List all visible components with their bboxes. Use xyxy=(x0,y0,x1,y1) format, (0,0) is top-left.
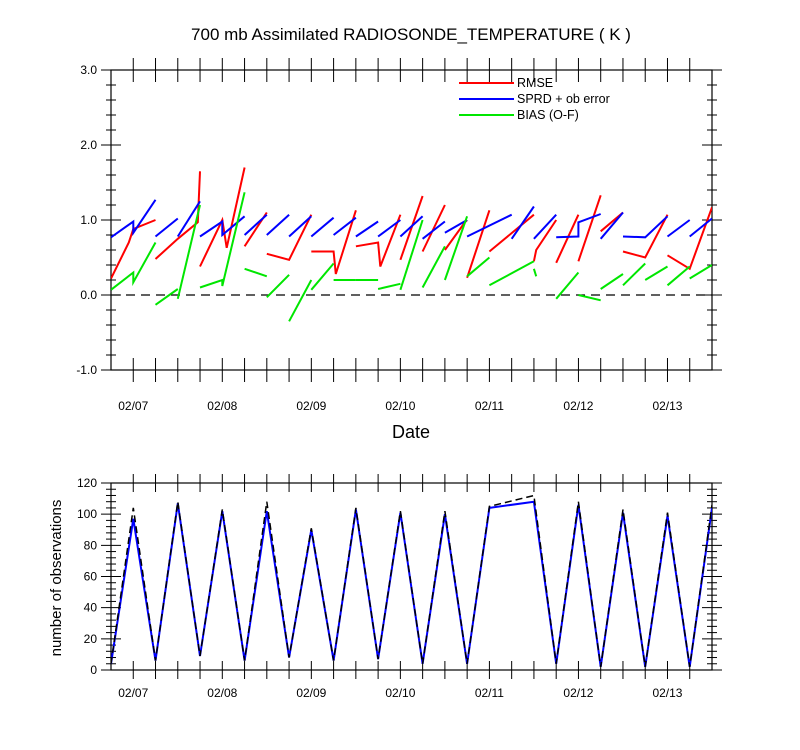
series-line-rmse xyxy=(399,195,424,261)
series-line-bias-o-f xyxy=(644,265,669,281)
series-line-sprd-ob-error xyxy=(666,219,691,238)
y-tick-label: 60 xyxy=(84,570,98,584)
series-line-rmse xyxy=(622,214,669,259)
x-tick-label: 02/09 xyxy=(296,399,326,413)
series-line-sprd-ob-error xyxy=(556,213,602,239)
plot-frame xyxy=(110,482,713,671)
x-tick-label: 02/10 xyxy=(385,686,415,700)
legend-label: RMSE xyxy=(517,76,553,90)
series-line-rmse xyxy=(111,219,156,279)
series-line-sprd-ob-error xyxy=(310,216,335,238)
series-line-sprd-ob-error xyxy=(466,213,513,238)
y-axis-label: number of observations xyxy=(48,500,65,657)
series-line-sprd-ob-error xyxy=(622,215,669,239)
y-tick-label: -1.0 xyxy=(76,363,97,377)
series-line-rmse xyxy=(488,213,535,253)
series-line-rmse xyxy=(466,209,491,279)
x-tick-label: 02/12 xyxy=(563,399,593,413)
y-tick-label: 20 xyxy=(84,632,98,646)
y-tick-label: 1.0 xyxy=(80,213,97,227)
x-tick-label: 02/12 xyxy=(563,686,593,700)
series-line-bias-o-f xyxy=(421,245,446,288)
series-line-rmse xyxy=(666,206,712,271)
series-line-rmse xyxy=(311,209,357,275)
series-line-sprd-ob-error xyxy=(176,200,201,238)
legend: RMSE SPRD + ob error BIAS (O-F) xyxy=(459,76,610,122)
series-line-sprd-ob-error xyxy=(266,213,290,236)
series-line-sprd-ob-error xyxy=(332,216,357,236)
y-tick-label: 100 xyxy=(77,507,97,521)
series-line-sprd-ob-error xyxy=(377,219,401,238)
series-line-bias-o-f xyxy=(532,268,538,277)
series-line-bias-o-f xyxy=(399,219,424,291)
series-line-sprd-ob-error xyxy=(599,211,624,240)
series-line-bias-o-f xyxy=(154,288,179,306)
legend-label: SPRD + ob error xyxy=(517,92,610,106)
series-line-bias-o-f xyxy=(244,267,268,278)
series-line-rmse xyxy=(266,214,313,261)
top-chart-panel: -1.0 0.0 1.0 2.0 3.0 02/07 02/08 02/09 02/10 02/1… xyxy=(76,58,722,413)
series-line-dashed xyxy=(111,494,712,668)
y-tick-label: 0.0 xyxy=(80,288,97,302)
series-line-sprd-ob-error xyxy=(154,217,179,238)
x-tick-label: 02/13 xyxy=(652,686,682,700)
series-line-bias-o-f xyxy=(689,264,712,280)
x-tick-label: 02/10 xyxy=(385,399,415,413)
series-line-bias-o-f xyxy=(622,262,646,287)
series-line-bias-o-f xyxy=(488,260,535,287)
y-tick-label: 3.0 xyxy=(80,63,97,77)
legend-label: BIAS (O-F) xyxy=(517,108,579,122)
series-line-sprd-ob-error xyxy=(199,215,246,238)
series-line-bias-o-f xyxy=(310,262,335,291)
bottom-chart-panel: 0 20 40 60 80 100 120 02/07 02/08 02/09 02/10 02/11… xyxy=(77,474,722,700)
plot-frame xyxy=(110,69,713,371)
series-line-bias-o-f xyxy=(443,215,469,281)
series-line-bias-o-f xyxy=(578,294,601,302)
series-line-rmse xyxy=(555,214,580,264)
series-line-rmse xyxy=(154,171,201,260)
series-line-rmse xyxy=(577,194,602,262)
x-tick-label: 02/07 xyxy=(118,399,148,413)
y-tick-label: 80 xyxy=(84,538,98,552)
x-tick-label: 02/09 xyxy=(296,686,326,700)
series-line-sprd-ob-error xyxy=(444,219,468,234)
series-line-rmse xyxy=(421,204,446,252)
series-line-sprd-ob-error xyxy=(533,214,557,240)
x-tick-label: 02/08 xyxy=(207,686,237,700)
chart-title: 700 mb Assimilated RADIOSONDE_TEMPERATUR… xyxy=(191,25,631,44)
series-line-bias-o-f xyxy=(555,271,580,300)
series-line-sprd-ob-error xyxy=(243,213,268,236)
series-line-bias-o-f xyxy=(111,242,157,291)
series-line-sprd-ob-error xyxy=(399,215,424,238)
series-line-bias-o-f xyxy=(600,273,624,290)
x-axis-label: Date xyxy=(392,422,430,442)
series-line-sprd-ob-error xyxy=(421,220,446,240)
series-line-bias-o-f xyxy=(377,282,401,290)
x-tick-label: 02/08 xyxy=(207,399,237,413)
series-line-sprd-ob-error xyxy=(689,217,712,238)
series-line-solid xyxy=(111,500,712,668)
x-tick-label: 02/11 xyxy=(475,686,504,700)
series-line-bias-o-f xyxy=(666,265,691,287)
series-line-sprd-ob-error xyxy=(288,215,312,238)
series-line-rmse xyxy=(532,219,558,262)
series-line-bias-o-f xyxy=(176,204,201,300)
series-line-bias-o-f xyxy=(199,192,246,289)
x-tick-label: 02/11 xyxy=(475,399,504,413)
series-line-rmse xyxy=(355,214,402,267)
y-tick-label: 40 xyxy=(84,601,98,615)
y-tick-label: 0 xyxy=(90,663,97,677)
series-line-bias-o-f xyxy=(288,279,313,322)
series-line-bias-o-f xyxy=(266,274,290,299)
y-tick-label: 120 xyxy=(77,476,97,490)
series-line-sprd-ob-error xyxy=(510,205,535,240)
series-line-bias-o-f xyxy=(466,256,491,278)
series-line-sprd-ob-error xyxy=(111,199,157,239)
x-tick-label: 02/07 xyxy=(118,686,148,700)
y-tick-label: 2.0 xyxy=(80,138,97,152)
series-line-sprd-ob-error xyxy=(355,220,379,238)
x-tick-label: 02/13 xyxy=(652,399,682,413)
